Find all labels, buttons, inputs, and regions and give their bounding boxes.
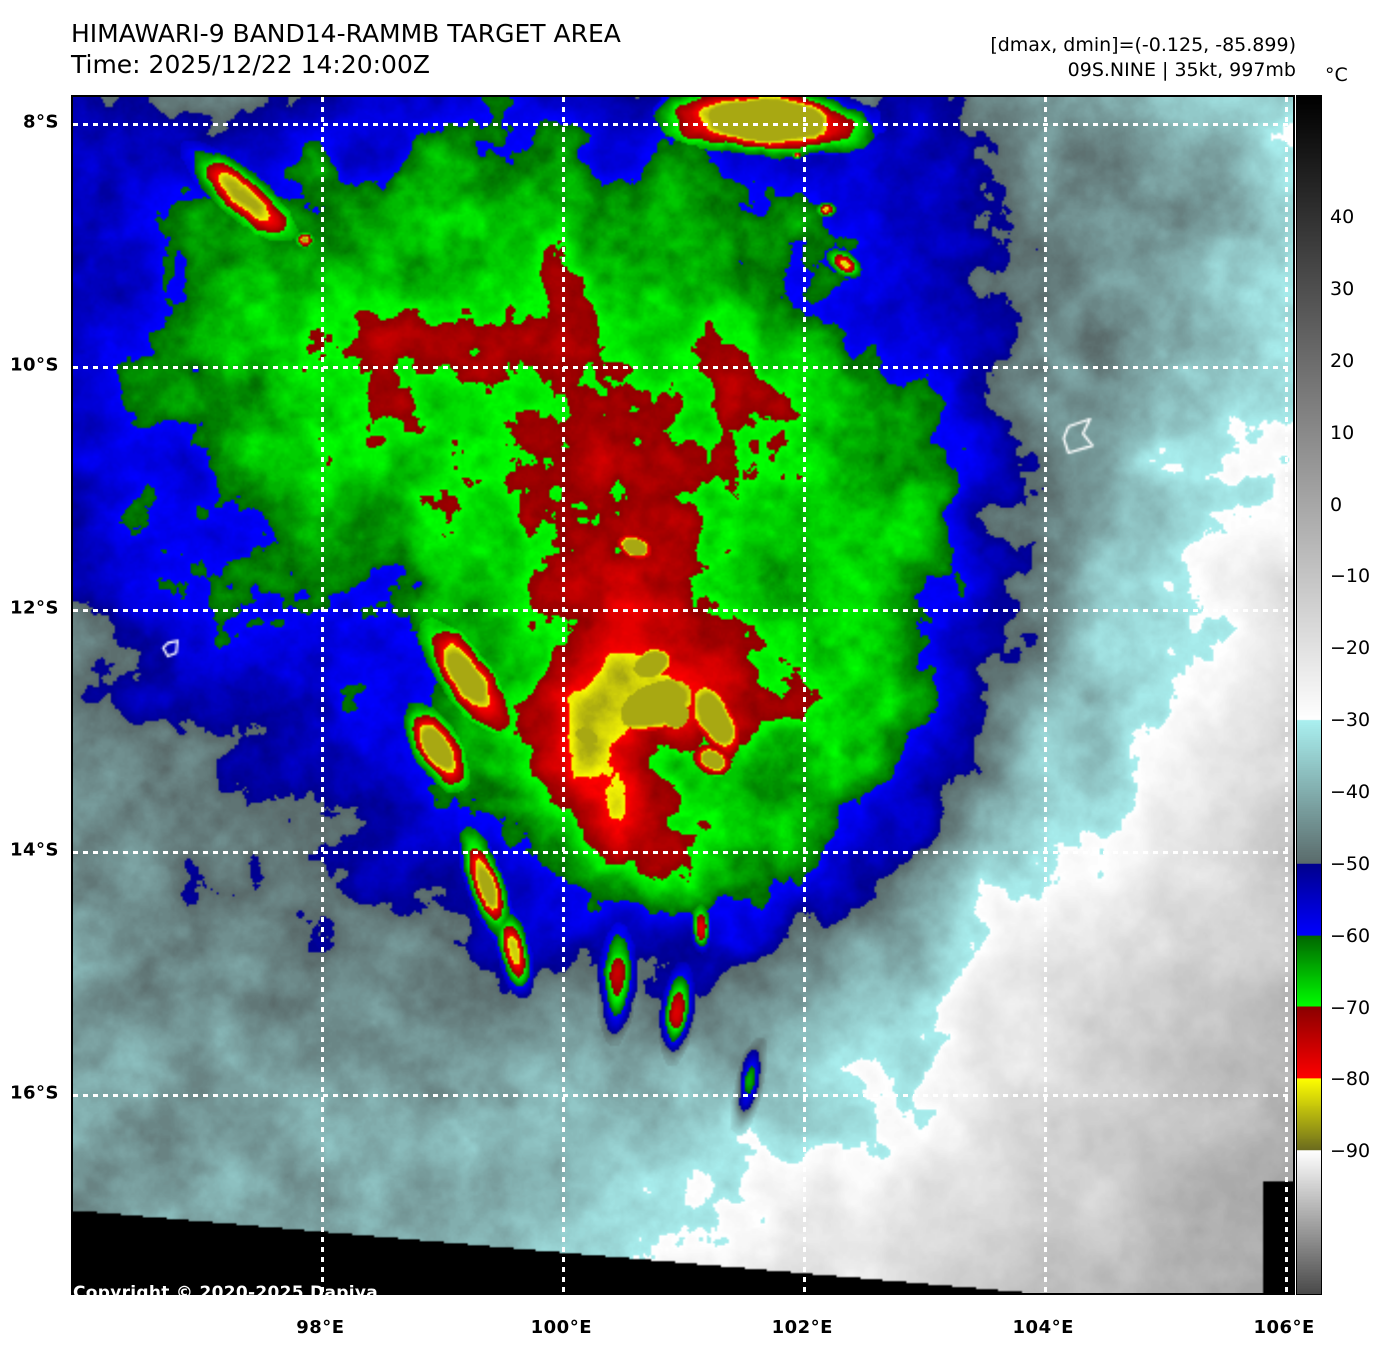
gridline-lat-8	[73, 122, 1293, 126]
colorbar-tick--90: −90	[1330, 1140, 1371, 1163]
data-range-label: [dmax, dmin]=(-0.125, -85.899)	[990, 34, 1296, 56]
gridline-lat-12	[73, 608, 1293, 612]
gridline-lat-16	[73, 1094, 1293, 1098]
colorbar-tick--40: −40	[1330, 781, 1371, 803]
colorbar-tick--70: −70	[1330, 996, 1371, 1019]
title-block: HIMAWARI-9 BAND14-RAMMB TARGET AREA Time…	[71, 18, 621, 80]
colorbar-tick--80: −80	[1330, 1068, 1371, 1091]
colorbar-unit-label: °C	[1325, 64, 1348, 86]
colorbar-tick-10: 10	[1330, 421, 1355, 444]
colorbar-tick-20: 20	[1330, 349, 1355, 372]
storm-info-label: 09S.NINE | 35kt, 997mb	[1067, 59, 1296, 81]
gridline-lon-106	[1285, 97, 1289, 1293]
satellite-image-plot[interactable]	[71, 95, 1295, 1295]
gridline-lon-102	[803, 97, 807, 1293]
xtick-106: 106°E	[1253, 1317, 1315, 1338]
ytick-16: 16°S	[9, 1082, 59, 1104]
colorbar-tick-0: 0	[1330, 493, 1343, 516]
gridline-lat-14	[73, 851, 1293, 855]
colorbar-tick-40: 40	[1330, 206, 1355, 229]
colorbar-tick-30: 30	[1330, 278, 1355, 300]
colorbar-tick--50: −50	[1330, 852, 1371, 875]
ytick-10: 10°S	[9, 354, 59, 376]
page-title: HIMAWARI-9 BAND14-RAMMB TARGET AREA	[71, 19, 621, 48]
ytick-12: 12°S	[9, 597, 59, 619]
colorbar-tick--60: −60	[1330, 924, 1371, 947]
timestamp-label: Time: 2025/12/22 14:20:00Z	[71, 50, 430, 79]
temperature-colorbar[interactable]	[1296, 95, 1322, 1295]
colorbar-tick--30: −30	[1330, 709, 1371, 732]
satellite-imagery-canvas	[73, 97, 1293, 1293]
xtick-98: 98°E	[296, 1317, 345, 1338]
xtick-102: 102°E	[771, 1317, 833, 1338]
xtick-100: 100°E	[530, 1317, 592, 1338]
copyright-label: Copyright © 2020-2025 Dapiya	[73, 1283, 378, 1303]
gridline-lat-10	[73, 365, 1293, 369]
gridline-lon-100	[562, 97, 566, 1293]
colorbar-tick--20: −20	[1330, 637, 1371, 660]
colorbar-gradient	[1297, 96, 1321, 1294]
gridline-lon-104	[1044, 97, 1048, 1293]
colorbar-tick--10: −10	[1330, 565, 1371, 588]
metadata-block: [dmax, dmin]=(-0.125, -85.899) 09S.NINE …	[990, 33, 1296, 83]
gridline-lon-98	[321, 97, 325, 1293]
ytick-8: 8°S	[23, 111, 59, 133]
xtick-104: 104°E	[1012, 1317, 1074, 1338]
ytick-14: 14°S	[9, 839, 59, 861]
